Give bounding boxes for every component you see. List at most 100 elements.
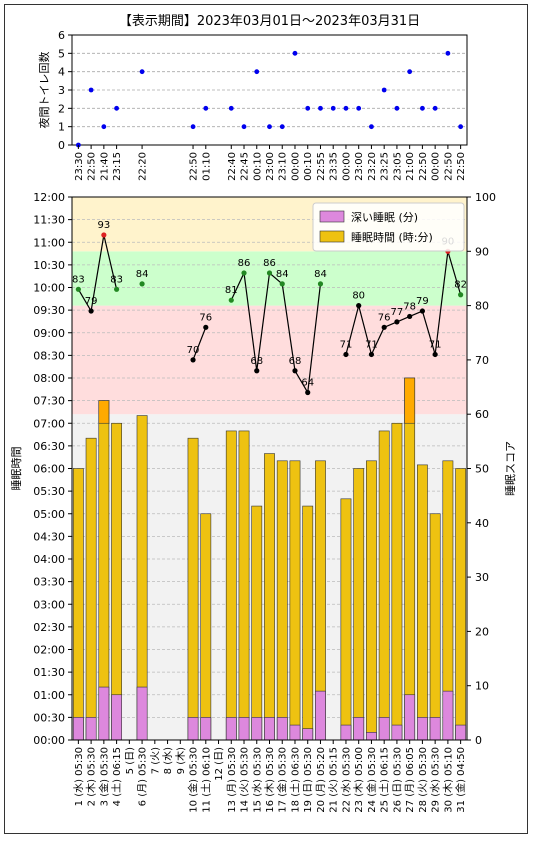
bottom-x-tick-label: 7 (火) (149, 747, 161, 774)
sleep-score-label: 82 (454, 280, 467, 291)
bottom-y-tick-label: 06:00 (33, 463, 65, 476)
bottom-y-tick-label: 04:30 (33, 530, 65, 543)
score-y-tick-label: 90 (475, 245, 489, 258)
bottom-y-tick-label: 11:00 (33, 236, 65, 249)
top-x-tick-label: 23:25 (380, 152, 391, 181)
toilet-count-point (114, 105, 119, 111)
top-x-tick-label: 22:20 (138, 152, 149, 181)
top-y-tick-label: 6 (58, 29, 65, 42)
sleep-score-label: 83 (72, 274, 85, 285)
bottom-x-tick-label: 22 (水) 05:30 (340, 747, 352, 813)
bottom-x-tick-label: 15 (水) 05:30 (251, 747, 263, 813)
score-y-tick-label: 60 (475, 408, 489, 421)
toilet-count-point (343, 105, 349, 111)
sleep-score-label: 76 (378, 312, 391, 323)
toilet-count-point (305, 105, 311, 111)
sleep-score-point (292, 368, 298, 374)
top-x-tick-label: 00:00 (290, 152, 301, 181)
sleep-time-bar (378, 430, 390, 741)
sleep-score-label: 84 (276, 269, 289, 280)
sleep-score-point (88, 308, 94, 314)
deep-sleep-bar (276, 717, 288, 741)
top-x-tick-label: 23:00 (354, 152, 365, 181)
bottom-y-tick-label: 02:30 (33, 621, 65, 634)
toilet-count-point (420, 105, 425, 111)
sleep-score-line (230, 270, 322, 395)
bottom-y-tick-label: 04:00 (33, 553, 65, 566)
deep-sleep-bar (187, 717, 199, 741)
sleep-score-point (203, 324, 209, 330)
bottom-x-tick-label: 3 (金) 05:30 (97, 747, 110, 806)
toilet-count-point (369, 124, 374, 130)
bottom-x-tick-label: 13 (月) 05:30 (226, 747, 238, 813)
top-x-tick-label: 23:15 (112, 152, 123, 181)
bottom-x-tick-label: 1 (水) 05:30 (73, 747, 85, 806)
deep-sleep-bar (366, 732, 377, 741)
sleep-score-point (101, 232, 107, 238)
sleep-score-point (432, 351, 438, 358)
deep-sleep-bar (98, 686, 110, 741)
sleep-score-point (381, 324, 387, 330)
sleep-score-point (458, 292, 464, 298)
deep-sleep-bar (302, 728, 314, 741)
score-y-tick-label: 30 (475, 571, 489, 584)
deep-sleep-bar (264, 717, 275, 741)
bottom-x-tick-label: 16 (木) 05:30 (264, 747, 276, 813)
bottom-y-tick-label: 11:30 (33, 214, 65, 227)
top-x-tick-label: 00:00 (431, 152, 442, 181)
top-x-tick-label: 23:05 (392, 152, 403, 181)
top-x-tick-label: 22:55 (316, 152, 327, 181)
bottom-x-tick-label: 9 (木) (175, 747, 187, 774)
bottom-x-tick-label: 2 (木) 05:30 (86, 747, 98, 806)
toilet-count-point (356, 105, 362, 111)
sleep-time-bar (366, 460, 377, 741)
top-y-tick-label: 3 (58, 84, 65, 97)
deep-sleep-bar (353, 717, 365, 741)
top-x-tick-label: 22:50 (443, 152, 454, 181)
deep-sleep-bar (238, 717, 250, 741)
bottom-y-tick-label: 00:30 (33, 711, 65, 724)
sleep-score-point (394, 319, 400, 325)
toilet-count-point (279, 124, 285, 130)
bottom-y-tick-label: 09:30 (33, 304, 65, 317)
top-chart-title: 【表示期間】2023年03月01日～2023年03月31日 (119, 14, 420, 29)
deep-sleep-bar (72, 717, 84, 741)
sleep-score-point (139, 281, 145, 287)
bottom-x-tick-label: 6 (月) 05:30 (137, 747, 149, 806)
sleep-score-label: 79 (85, 296, 98, 307)
sleep-score-point (407, 313, 413, 320)
deep-sleep-bar (200, 717, 212, 741)
toilet-count-point (101, 124, 107, 130)
deep-sleep-bar (136, 686, 148, 741)
bottom-x-tick-label: 19 (日) 05:30 (303, 747, 314, 813)
sleep-score-point (241, 270, 247, 276)
top-y-axis-label: 夜間トイレ回数 (37, 52, 51, 129)
bottom-x-tick-label: 20 (月) 05:20 (315, 747, 327, 813)
deep-sleep-bar (251, 717, 263, 741)
top-x-tick-label: 21:40 (99, 152, 110, 181)
score-y-tick-label: 0 (475, 734, 482, 747)
sleep-time-bar (85, 437, 97, 741)
top-x-tick-label: 22:50 (456, 152, 467, 181)
sleep-score-point (343, 351, 349, 358)
bottom-x-tick-label: 18 (土) 06:30 (288, 747, 301, 813)
score-y-tick-label: 40 (475, 517, 489, 530)
bottom-y-tick-label: 05:30 (33, 485, 65, 498)
sleep-time-bar (251, 505, 263, 741)
bottom-x-tick-label: 31 (金) 04:50 (454, 747, 467, 813)
deep-sleep-bar (111, 694, 122, 741)
sleep-score-label: 79 (416, 296, 429, 307)
top-x-tick-label: 22:50 (189, 152, 200, 181)
top-x-tick-label: 22:50 (87, 152, 98, 181)
bottom-x-tick-label: 11 (土) 06:10 (199, 747, 212, 813)
toilet-count-point (139, 69, 145, 75)
sleep-time-bar (391, 422, 403, 741)
sleep-score-label: 71 (429, 339, 442, 350)
sleep-score-label: 68 (289, 356, 302, 367)
bottom-x-tick-label: 17 (金) 05:30 (276, 747, 289, 813)
score-y-tick-label: 80 (475, 300, 489, 313)
bottom-y-tick-label: 08:30 (33, 349, 65, 362)
sleep-score-point (279, 281, 285, 287)
sleep-time-bar (187, 437, 199, 741)
sleep-time-bar (111, 422, 122, 741)
